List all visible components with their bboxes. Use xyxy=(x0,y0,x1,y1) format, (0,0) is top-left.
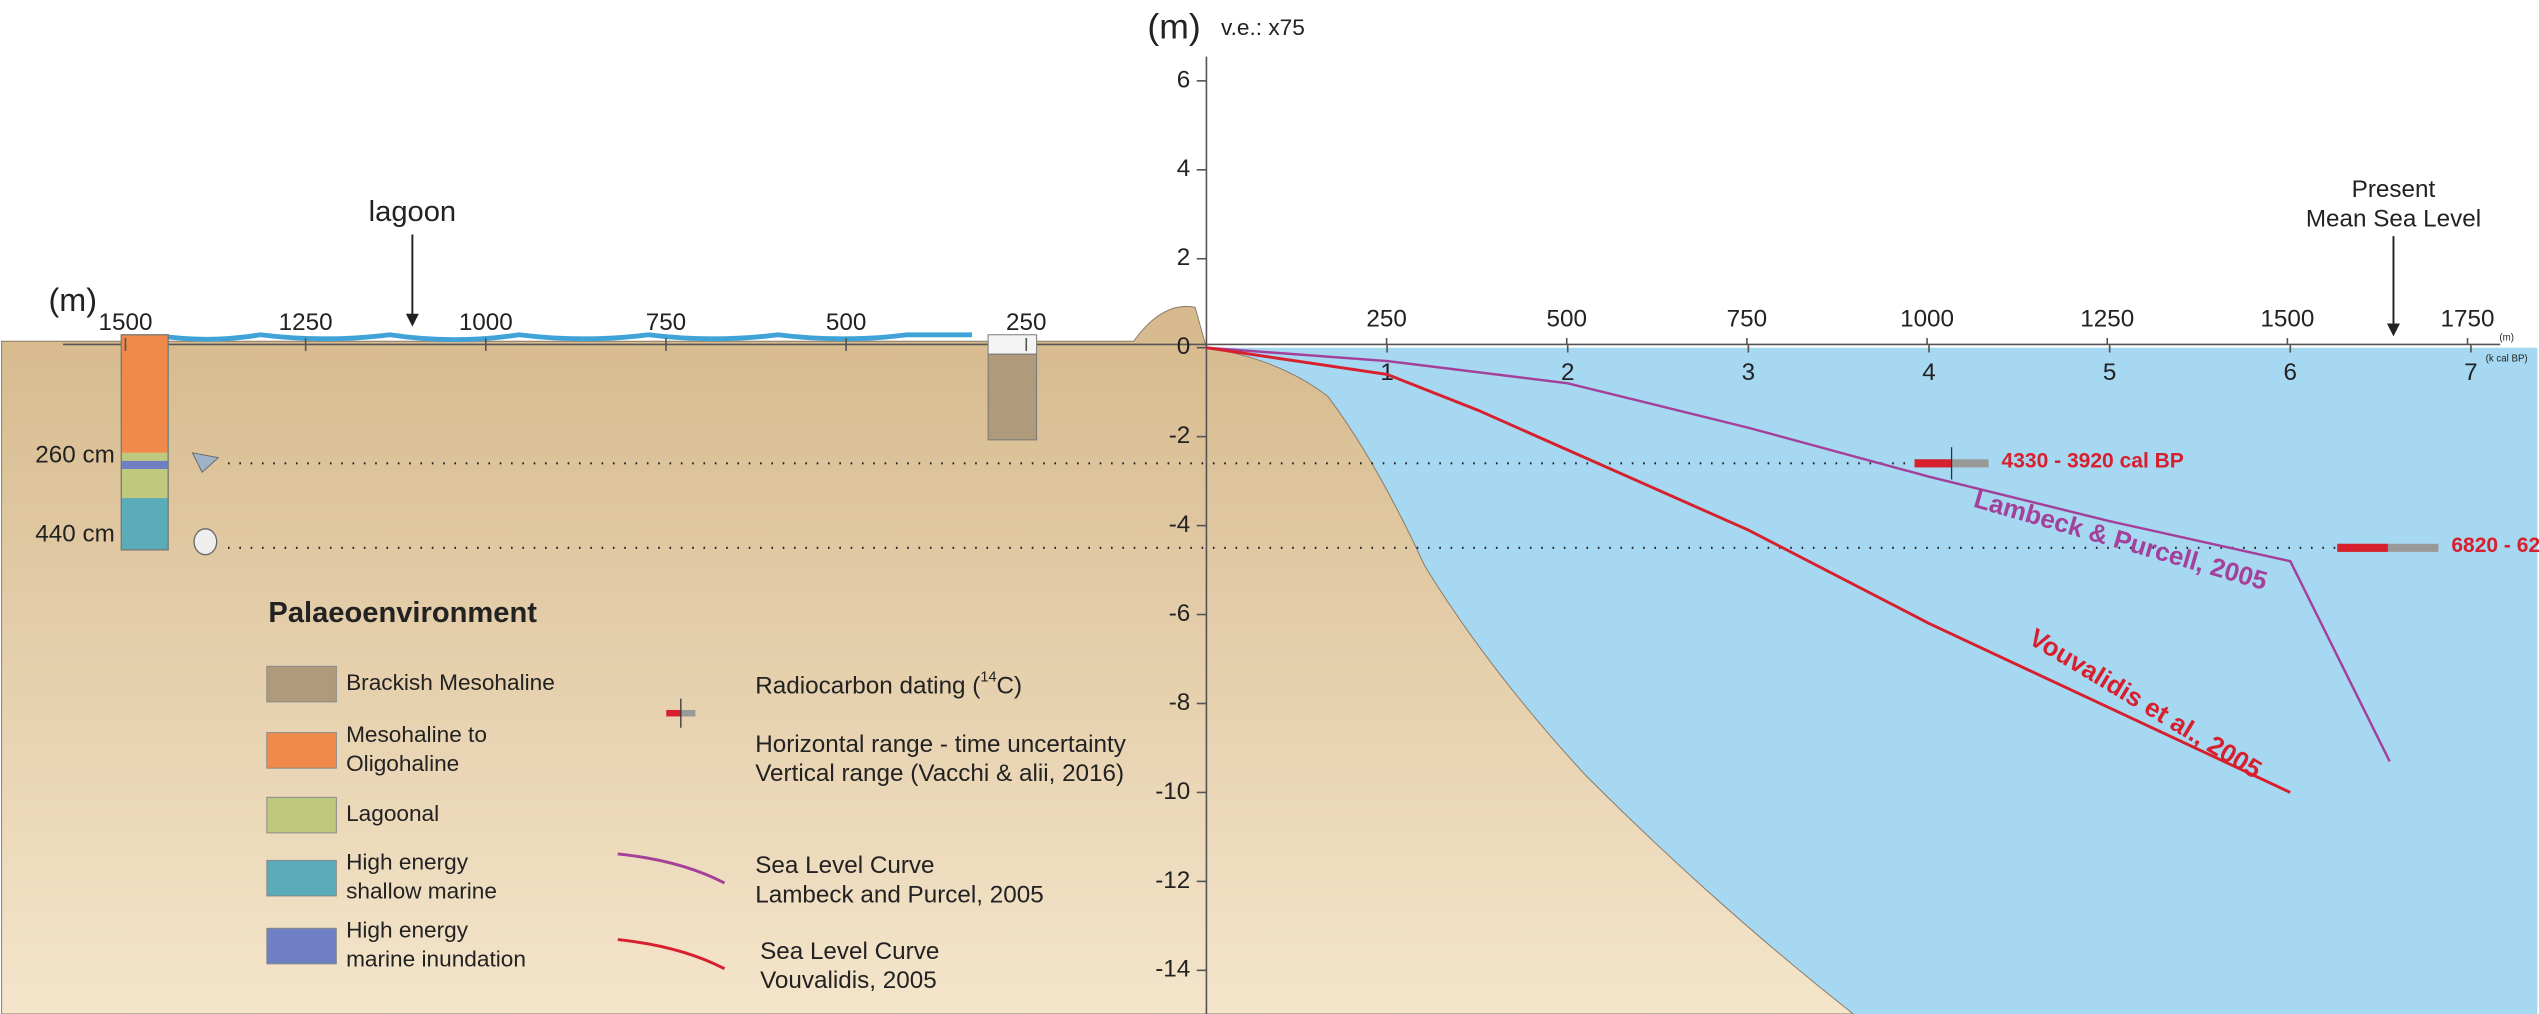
age-tick-label: 6 xyxy=(2284,359,2298,386)
x-tick-label: 1500 xyxy=(98,309,152,336)
msl-label: Present xyxy=(2352,176,2436,203)
age-tick-label: 1 xyxy=(1380,359,1394,386)
vertical-exaggeration: v.e.: x75 xyxy=(1221,15,1305,40)
y-tick-label: -4 xyxy=(1169,511,1191,538)
legend-label: Radiocarbon dating (14C) xyxy=(755,669,1022,699)
x-tick-label: 750 xyxy=(646,309,686,336)
age-tick-label: 7 xyxy=(2464,359,2478,386)
x-tick-label: 500 xyxy=(826,309,866,336)
axis-unit: (m) xyxy=(1147,7,1200,47)
date-range xyxy=(1914,459,1952,468)
legend-label: High energy xyxy=(346,918,469,943)
legend-swatch xyxy=(266,796,337,834)
lagoon-label: lagoon xyxy=(369,196,456,228)
legend-label: Brackish Mesohaline xyxy=(346,670,555,695)
legend-title: Palaeoenvironment xyxy=(268,597,537,629)
x-tick-label: 1500 xyxy=(2260,306,2314,333)
legend-label: High energy xyxy=(346,850,469,875)
lagoon-water xyxy=(162,332,972,343)
y-tick-label: -12 xyxy=(1155,867,1190,894)
date-range xyxy=(2337,543,2388,552)
legend-line xyxy=(617,852,726,885)
legend-label: Sea Level Curve xyxy=(755,852,934,879)
y-tick-label: 6 xyxy=(1177,66,1191,93)
msl-label: Mean Sea Level xyxy=(2306,205,2481,232)
y-tick-label: -14 xyxy=(1155,956,1190,983)
axis-unit: (k cal BP) xyxy=(2486,354,2528,365)
arrowhead xyxy=(405,313,419,327)
y-tick-label: 2 xyxy=(1177,244,1191,271)
radiocarbon-symbol xyxy=(666,698,696,728)
axis-unit: (m) xyxy=(2499,333,2514,344)
legend-label: shallow marine xyxy=(346,879,497,904)
x-tick-label: 1750 xyxy=(2441,306,2495,333)
x-tick-label: 1000 xyxy=(459,309,513,336)
y-tick-label: -10 xyxy=(1155,778,1190,805)
x-tick-label: 750 xyxy=(1727,306,1767,333)
x-tick-label: 1250 xyxy=(279,309,333,336)
shell-icon xyxy=(193,528,218,556)
age-tick-label: 4 xyxy=(1922,359,1936,386)
legend-label: Lambeck and Purcel, 2005 xyxy=(755,881,1043,908)
core-1 xyxy=(120,334,169,551)
date-label: 4330 - 3920 cal BP xyxy=(2002,449,2184,472)
axis-unit: (m) xyxy=(49,282,97,318)
legend-label: Mesohaline to xyxy=(346,722,487,747)
age-tick-label: 5 xyxy=(2103,359,2117,386)
x-tick-label: 1000 xyxy=(1900,306,1954,333)
foram-icon xyxy=(191,452,220,474)
legend-label: Lagoonal xyxy=(346,801,439,826)
age-tick-label: 3 xyxy=(1742,359,1756,386)
depth-label: 260 cm xyxy=(35,441,115,468)
x-tick-label: 1250 xyxy=(2080,306,2134,333)
legend-label: Vouvalidis, 2005 xyxy=(760,967,937,994)
legend-swatch xyxy=(266,665,337,703)
y-tick-label: 4 xyxy=(1177,155,1191,182)
legend-label: Sea Level Curve xyxy=(760,938,939,965)
y-tick-label: 0 xyxy=(1177,333,1191,360)
sea-level-curve xyxy=(1206,346,2391,762)
arrowhead xyxy=(2387,323,2400,337)
sea-level-curve xyxy=(1206,346,2291,794)
legend-label: Horizontal range - time uncertainty xyxy=(755,731,1127,758)
legend-line xyxy=(617,938,726,971)
legend-label: Vertical range (Vacchi & alii, 2016) xyxy=(755,760,1124,787)
y-tick-label: -6 xyxy=(1169,600,1191,627)
date-label: 6820 - 6260 cal BP xyxy=(2451,534,2539,557)
x-tick-label: 250 xyxy=(1366,306,1406,333)
y-tick-label: -2 xyxy=(1169,422,1191,449)
x-tick-label: 250 xyxy=(1006,309,1046,336)
legend-swatch xyxy=(266,732,337,769)
depth-label: 440 cm xyxy=(35,521,115,548)
legend-label: Oligohaline xyxy=(346,751,459,776)
age-tick-label: 2 xyxy=(1561,359,1575,386)
x-tick-label: 500 xyxy=(1547,306,1587,333)
legend-swatch xyxy=(266,927,337,965)
y-tick-label: -8 xyxy=(1169,689,1191,716)
legend-label: marine inundation xyxy=(346,947,526,972)
core-2 xyxy=(987,334,1038,441)
legend-swatch xyxy=(266,859,337,897)
